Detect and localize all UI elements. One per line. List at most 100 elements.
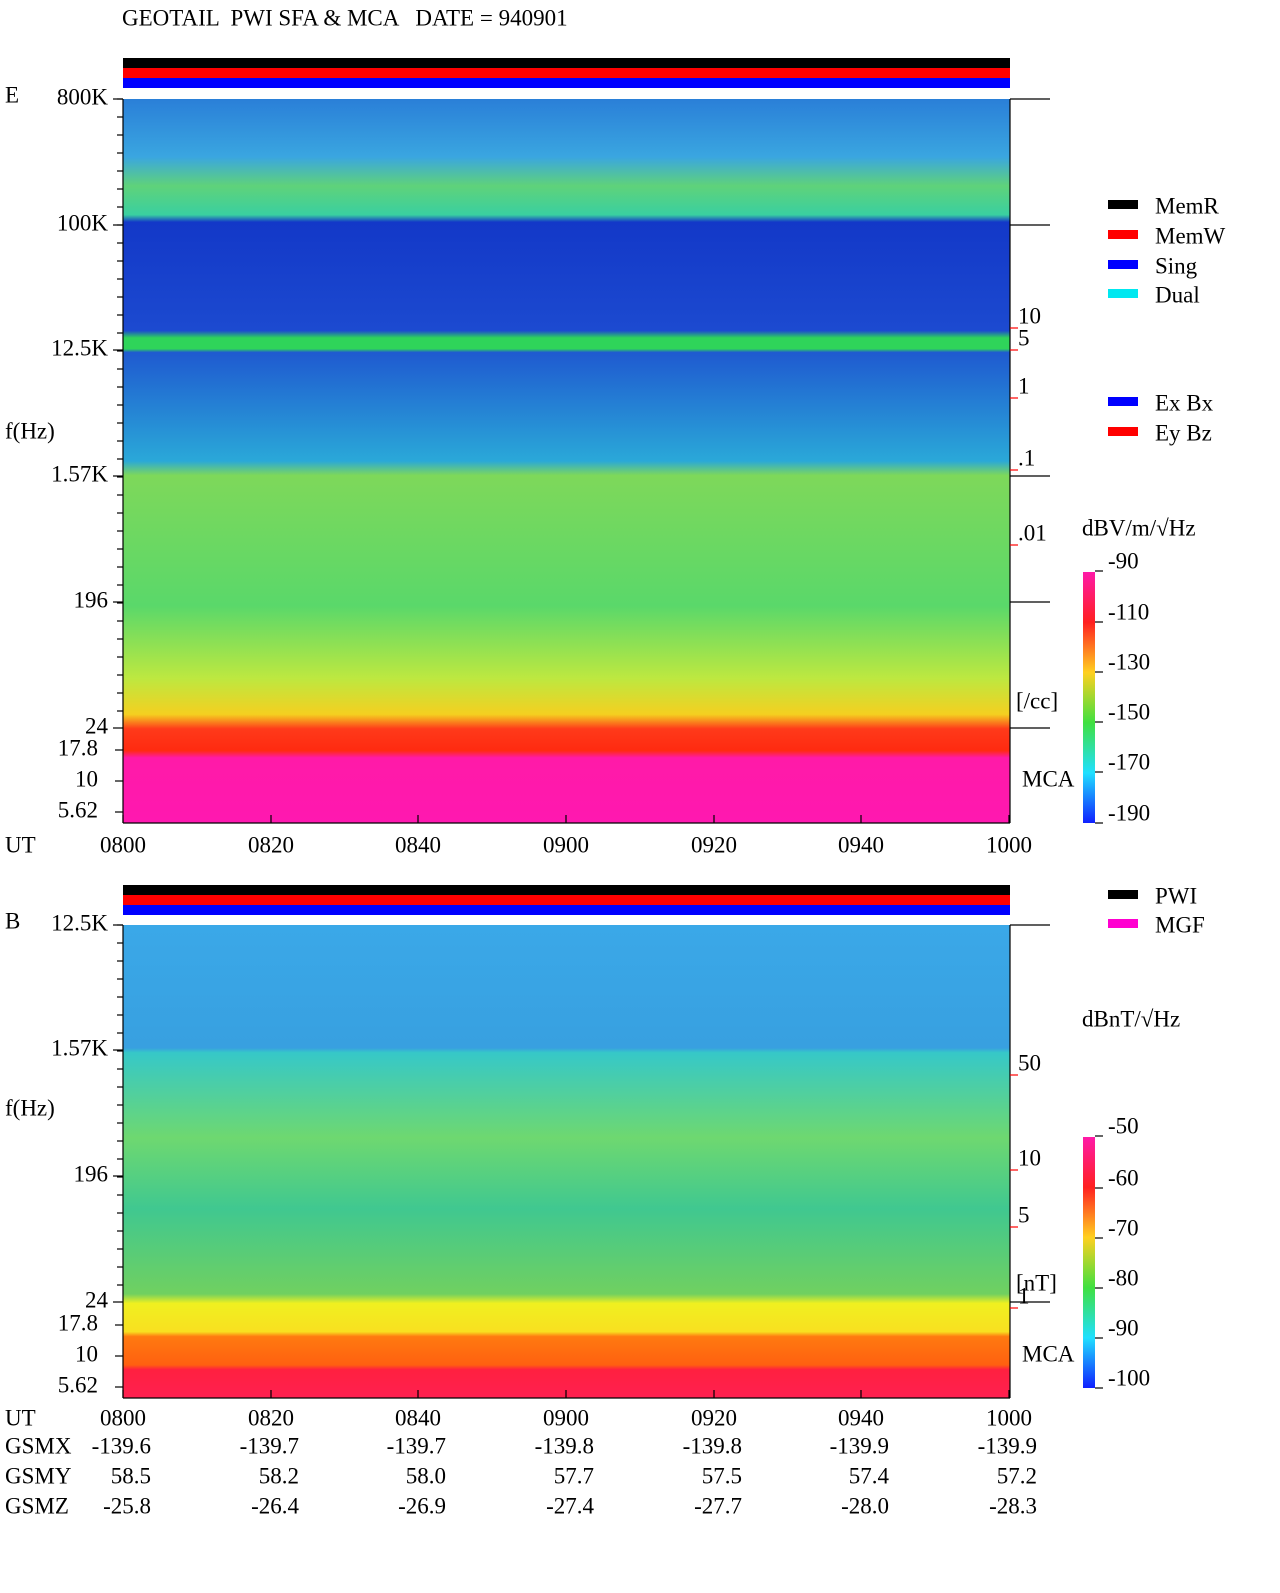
y-tick-label: 1.57K [51, 461, 108, 486]
colorbar-tick-label: -130 [1108, 649, 1150, 674]
colorbar-tick-label: -80 [1108, 1265, 1139, 1290]
panel-label: B [5, 908, 20, 933]
x-tick-label: 0920 [691, 1405, 737, 1430]
status-bar [123, 885, 1010, 895]
y-tick-label: 1.57K [51, 1035, 108, 1060]
colorbar [1083, 1137, 1095, 1388]
y-tick-label: 12.5K [51, 910, 108, 935]
density-tick-label: 10 [1018, 1145, 1041, 1170]
colorbar-tick-label: -90 [1108, 1315, 1139, 1340]
density-tick-label: 1 [1018, 1283, 1030, 1308]
legend-swatch [1108, 200, 1138, 209]
colorbar-tick-label: -50 [1108, 1113, 1139, 1138]
density-tick-label: 1 [1018, 373, 1030, 398]
orbit-value: 57.2 [997, 1463, 1037, 1488]
x-tick-label: 0900 [543, 1405, 589, 1430]
colorbar-tick-label: -150 [1108, 699, 1150, 724]
spectrogram [123, 99, 1010, 823]
spectrogram [123, 925, 1010, 1398]
orbit-value: -26.4 [251, 1493, 299, 1518]
colorbar-tick-label: -110 [1108, 599, 1149, 624]
y-tick-label: 10 [75, 766, 98, 791]
density-tick-label: 10 [1018, 303, 1041, 328]
orbit-value: 58.2 [259, 1463, 299, 1488]
orbit-value: -28.0 [841, 1493, 889, 1518]
y-tick-label: 5.62 [58, 797, 98, 822]
colorbar-tick-label: -90 [1108, 548, 1139, 573]
legend-swatch [1108, 397, 1138, 406]
orbit-value: -139.9 [830, 1433, 889, 1458]
y-axis-label: f(Hz) [5, 418, 55, 443]
density-tick-label: .1 [1018, 445, 1035, 470]
y-tick-label: 100K [57, 210, 109, 235]
y-tick-label: 5.62 [58, 1372, 98, 1397]
status-bar [123, 68, 1010, 78]
orbit-label: GSMY [5, 1463, 72, 1488]
legend-swatch [1108, 890, 1138, 899]
legend-label: Sing [1155, 253, 1198, 278]
x-tick-label: 0900 [543, 832, 589, 857]
status-bar [123, 78, 1010, 88]
x-tick-label: 1000 [986, 832, 1032, 857]
orbit-value: -139.9 [978, 1433, 1037, 1458]
orbit-value: -27.7 [694, 1493, 742, 1518]
density-tick-label: .01 [1018, 520, 1047, 545]
orbit-value: -26.9 [398, 1493, 446, 1518]
status-bar [123, 58, 1010, 68]
orbit-value: 57.4 [849, 1463, 890, 1488]
legend-swatch [1108, 260, 1138, 269]
x-tick-label: 0800 [100, 1405, 146, 1430]
orbit-value: -27.4 [546, 1493, 594, 1518]
colorbar-tick-label: -60 [1108, 1165, 1139, 1190]
legend-swatch [1108, 427, 1138, 436]
x-tick-label: 0940 [838, 832, 884, 857]
density-tick-label: 5 [1018, 1202, 1030, 1227]
title: GEOTAIL PWI SFA & MCA DATE = 940901 [122, 5, 568, 30]
legend-label: Ey Bz [1155, 420, 1212, 445]
orbit-value: -28.3 [989, 1493, 1037, 1518]
colorbar [1083, 572, 1095, 823]
y-tick-label: 196 [74, 1161, 109, 1186]
y-tick-label: 24 [85, 713, 109, 738]
y-tick-label: 196 [74, 587, 109, 612]
y-tick-label: 800K [57, 84, 109, 109]
orbit-value: 58.0 [406, 1463, 446, 1488]
y-axis-label: f(Hz) [5, 1095, 55, 1120]
colorbar-tick-label: -190 [1108, 800, 1150, 825]
orbit-value: 57.5 [702, 1463, 742, 1488]
legend-label: MemW [1155, 223, 1226, 248]
panel-label: E [5, 82, 19, 107]
x-tick-label: 1000 [986, 1405, 1032, 1430]
legend-swatch [1108, 289, 1138, 298]
legend-swatch [1108, 919, 1138, 928]
orbit-label: GSMX [5, 1433, 72, 1458]
x-axis-label: UT [5, 832, 36, 857]
orbit-value: 57.7 [554, 1463, 594, 1488]
orbit-value: -139.8 [683, 1433, 742, 1458]
y-tick-label: 12.5K [51, 335, 108, 360]
legend-label: MemR [1155, 193, 1220, 218]
density-tick-label: 50 [1018, 1050, 1041, 1075]
y-tick-label: 10 [75, 1341, 98, 1366]
x-tick-label: 0820 [248, 832, 294, 857]
colorbar-label: dBnT/√Hz [1082, 1006, 1180, 1031]
y-tick-label: 17.8 [58, 1310, 98, 1335]
x-tick-label: 0920 [691, 832, 737, 857]
orbit-value: -139.7 [387, 1433, 446, 1458]
colorbar-label: dBV/m/√Hz [1082, 515, 1196, 540]
legend-label: Dual [1155, 282, 1200, 307]
legend-label: MGF [1155, 912, 1205, 937]
orbit-label: GSMZ [5, 1493, 69, 1518]
x-tick-label: 0940 [838, 1405, 884, 1430]
legend-label: Ex Bx [1155, 390, 1214, 415]
x-tick-label: 0800 [100, 832, 146, 857]
x-tick-label: 0840 [395, 832, 441, 857]
y-tick-label: 24 [85, 1287, 109, 1312]
colorbar-tick-label: -100 [1108, 1365, 1150, 1390]
status-bar [123, 895, 1010, 905]
x-tick-label: 0820 [248, 1405, 294, 1430]
legend-swatch [1108, 230, 1138, 239]
orbit-value: -139.7 [240, 1433, 299, 1458]
